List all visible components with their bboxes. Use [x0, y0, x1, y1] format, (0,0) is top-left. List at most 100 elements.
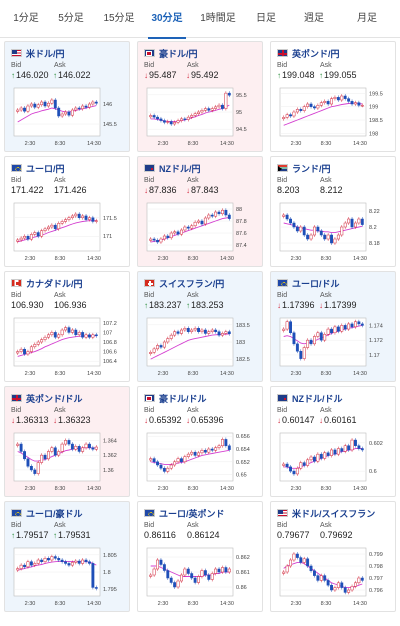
candle	[309, 234, 313, 240]
currency-pair-title[interactable]: 米ドル/スイスフラン	[277, 507, 375, 519]
price-chart[interactable]: 0.602 0.6 2:30 8:30 14:30	[276, 429, 392, 497]
currency-pair-title[interactable]: スイスフラン/円	[144, 277, 224, 289]
rate-card[interactable]: 米ドル/スイスフラン Bid Ask 0.79677 0.79692 0.799 0.798…	[270, 501, 396, 612]
rate-card[interactable]: ユーロ/円 Bid Ask 171.422 171.426 171.5 171 2:30 8:3…	[4, 156, 130, 267]
currency-pair-title[interactable]: 英ポンド/円	[277, 47, 340, 59]
y-tick-label: 183.5	[236, 323, 250, 329]
candle	[309, 456, 313, 461]
candle	[67, 327, 71, 333]
candle	[91, 563, 95, 588]
price-chart[interactable]: 95.5 95 94.5 2:30 8:30 14:30	[143, 84, 259, 152]
ask-label: Ask	[187, 522, 199, 529]
y-tick-label: 0.652	[236, 460, 250, 466]
candle	[333, 97, 337, 99]
bid-label: Bid	[11, 177, 22, 184]
price-chart[interactable]: 8.22 8.2 8.18 2:30 8:30 14:30	[276, 199, 392, 267]
y-tick-label: 1.364	[103, 438, 117, 444]
candle	[316, 332, 320, 337]
price-chart[interactable]: 88 87.8 87.6 87.4 2:30 8:30 14:30	[143, 199, 259, 267]
tab-30min[interactable]: 30分足	[144, 0, 190, 39]
rate-card[interactable]: 米ドル/円 Bid Ask ↑146.020 ↑146.022 146 145.5 2:30 8…	[4, 41, 130, 152]
tab-5min[interactable]: 5分足	[58, 12, 84, 24]
rate-card[interactable]: スイスフラン/円 Bid Ask ↑183.237 ↑183.253 183.5 183 18…	[137, 271, 263, 382]
candle	[193, 328, 197, 331]
candle	[316, 453, 320, 462]
bid-value-text: 87.836	[149, 185, 177, 195]
price-chart[interactable]: 146 145.5 2:30 8:30 14:30	[10, 84, 126, 152]
candlestick-chart: 107.2 107 106.8 106.6 106.4 2:30 8:30 14:30	[13, 317, 117, 377]
rate-card[interactable]: 英ポンド/ドル Bid Ask ↓1.36313 ↓1.36323 1.364 1.362 1…	[4, 386, 130, 497]
currency-pair-title[interactable]: 豪ドル/円	[144, 47, 198, 59]
candle	[166, 235, 170, 239]
price-chart[interactable]: 183.5 183 182.5 2:30 8:30 14:30	[143, 314, 259, 382]
candle	[64, 111, 67, 115]
candle	[343, 95, 347, 99]
candle	[299, 557, 303, 563]
tab-1min[interactable]: 1分足	[13, 12, 39, 24]
candle	[210, 108, 214, 111]
rate-card[interactable]: 豪ドル/円 Bid Ask ↓95.487 ↓95.492 95.5 95 94.5 2:30 8…	[137, 41, 263, 152]
rate-card[interactable]: ユーロ/英ポンド Bid Ask 0.86116 0.86124 0.862 0.861 0.…	[137, 501, 263, 612]
candle	[152, 115, 156, 118]
tab-monthly[interactable]: 月足	[357, 12, 377, 24]
y-tick-label: 0.797	[369, 576, 383, 582]
currency-pair-title[interactable]: NZドル/円	[144, 162, 201, 174]
candle	[23, 235, 26, 239]
bid-value-text: 146.020	[16, 70, 49, 80]
currency-pair-title[interactable]: カナダドル/円	[11, 277, 83, 289]
plot-area	[13, 202, 101, 252]
currency-pair-title[interactable]: 米ドル/円	[11, 47, 65, 59]
rate-card[interactable]: ランド/円 Bid Ask 8.203 8.212 8.22 8.2 8.18 2:30 8:30…	[270, 156, 396, 267]
currency-pair-title[interactable]: ユーロ/円	[11, 162, 65, 174]
rate-card[interactable]: NZドル/円 Bid Ask ↓87.836 ↓87.843 88 87.8 87.6 87.4…	[137, 156, 263, 267]
rate-card[interactable]: NZドル/ドル Bid Ask ↓0.60147 ↓0.60161 0.602 0.6 2:3…	[270, 386, 396, 497]
y-tick-label: 87.4	[236, 243, 247, 249]
tab-daily[interactable]: 日足	[256, 12, 276, 24]
bid-value-text: 171.422	[11, 185, 44, 195]
currency-pair-title[interactable]: NZドル/ドル	[277, 392, 343, 404]
currency-pair-title[interactable]: ユーロ/豪ドル	[11, 507, 83, 519]
rate-card[interactable]: ユーロ/豪ドル Bid Ask ↑1.79517 ↑1.79531 1.805 1.8 1.7…	[4, 501, 130, 612]
candle	[183, 456, 187, 463]
price-chart[interactable]: 0.656 0.654 0.652 0.65 2:30 8:30 14:30	[143, 429, 259, 497]
x-tick-label: 14:30	[353, 486, 367, 492]
candle	[40, 339, 44, 343]
price-chart[interactable]: 199.5 199 198.5 198 2:30 8:30 14:30	[276, 84, 392, 152]
rate-card[interactable]: 英ポンド/円 Bid Ask ↑199.048 ↑199.055 199.5 199 198.…	[270, 41, 396, 152]
candle	[285, 463, 289, 468]
price-chart[interactable]: 0.862 0.861 0.86 2:30 8:30 14:30	[143, 544, 259, 612]
candle	[354, 582, 357, 587]
currency-pair-title[interactable]: ユーロ/ドル	[277, 277, 340, 289]
arrow-up-icon: ↑	[11, 71, 15, 80]
arrow-up-icon: ↑	[319, 71, 323, 80]
candle	[26, 235, 30, 240]
candle	[340, 582, 344, 588]
tab-weekly[interactable]: 週足	[304, 12, 324, 24]
rate-card[interactable]: 豪ドル/ドル Bid Ask ↓0.65392 ↓0.65396 0.656 0.654 0.…	[137, 386, 263, 497]
rate-card[interactable]: カナダドル/円 Bid Ask 106.930 106.936 107.2 107 106.8…	[4, 271, 130, 382]
y-tick-label: 1.795	[103, 587, 117, 593]
currency-pair-title[interactable]: 豪ドル/ドル	[144, 392, 207, 404]
price-chart[interactable]: 107.2 107 106.8 106.6 106.4 2:30 8:30 14:30	[10, 314, 126, 382]
rate-card[interactable]: ユーロ/ドル Bid Ask ↓1.17396 ↓1.17399 1.174 1.172 1.…	[270, 271, 396, 382]
tab-15min[interactable]: 15分足	[103, 12, 135, 24]
price-chart[interactable]: 171.5 171 2:30 8:30 14:30	[10, 199, 126, 267]
currency-pair-title[interactable]: ランド/円	[277, 162, 331, 174]
price-chart[interactable]: 1.805 1.8 1.795 2:30 8:30 14:30	[10, 544, 126, 612]
price-chart[interactable]: 1.364 1.362 1.36 2:30 8:30 14:30	[10, 429, 126, 497]
currency-pair-title[interactable]: 英ポンド/ドル	[11, 392, 83, 404]
candle	[330, 98, 333, 105]
bid-label: Bid	[11, 62, 22, 69]
candle	[214, 329, 218, 332]
ask-value-text: 87.843	[191, 185, 219, 195]
candle	[330, 328, 333, 334]
ask-value: ↑1.79531	[53, 530, 91, 540]
candle	[33, 344, 37, 348]
price-chart[interactable]: 1.174 1.172 1.17 2:30 8:30 14:30	[276, 314, 392, 382]
tab-1hour[interactable]: 1時間足	[200, 12, 236, 24]
currency-pair-title[interactable]: ユーロ/英ポンド	[144, 507, 225, 519]
x-tick-label: 8:30	[188, 371, 199, 377]
candle	[350, 439, 354, 451]
flag-us-icon	[11, 49, 22, 57]
price-chart[interactable]: 0.799 0.798 0.797 0.796 2:30 8:30 14:30	[276, 544, 392, 612]
